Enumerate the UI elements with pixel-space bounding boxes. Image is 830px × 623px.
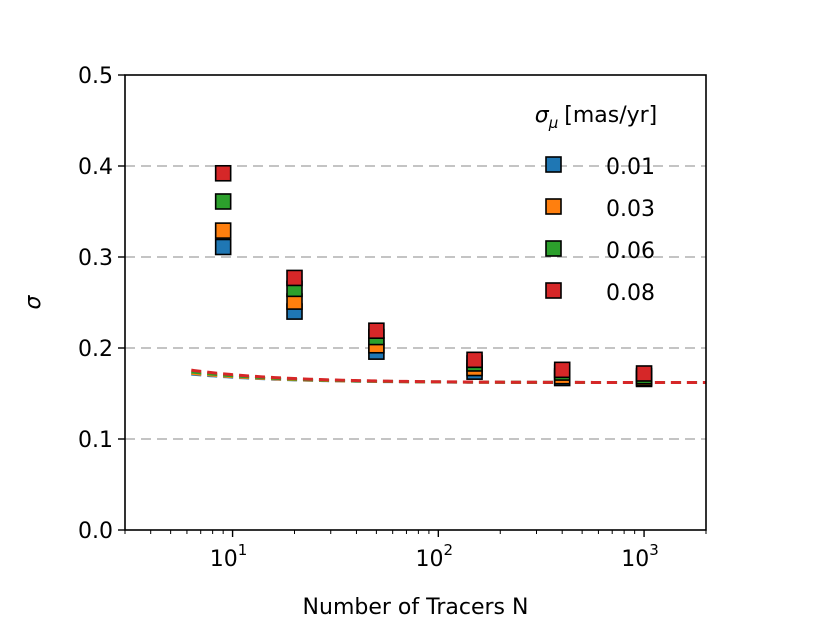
x-tick-base: 10 <box>210 547 238 572</box>
x-tick-base: 10 <box>621 547 649 572</box>
data-points <box>214 164 653 388</box>
x-tick-label: 102 <box>416 541 454 572</box>
legend-title-unit: [mas/yr] <box>564 103 657 128</box>
legend-marker <box>545 282 562 299</box>
data-point <box>466 351 483 369</box>
x-tick-exponent: 3 <box>649 541 659 559</box>
legend-label: 0.06 <box>606 239 655 264</box>
legend-entries: 0.01 0.03 0.06 0.08 <box>545 155 655 306</box>
data-point <box>214 238 232 256</box>
legend-title-symbol: σ <box>535 103 550 128</box>
fit-curve-0.08 <box>191 368 706 385</box>
x-tick-exponent: 1 <box>238 541 248 559</box>
x-tick-label: 103 <box>621 541 659 572</box>
y-tick-label: 0.1 <box>78 428 113 453</box>
y-tick-label: 0.4 <box>78 155 113 180</box>
legend: σμ [mas/yr] 0.01 0.03 0.06 0.08 <box>535 103 658 306</box>
legend-marker <box>545 156 562 173</box>
fit-curves <box>191 368 707 385</box>
data-point <box>368 322 385 340</box>
x-tick-exponent: 2 <box>444 541 454 559</box>
data-point <box>286 269 303 287</box>
y-tick-label: 0.3 <box>78 246 113 271</box>
legend-title-subscript: μ <box>548 114 559 132</box>
legend-marker <box>545 198 562 215</box>
legend-label: 0.01 <box>606 155 655 180</box>
plot-area-frame <box>124 74 707 531</box>
data-point <box>214 222 232 239</box>
data-point <box>214 164 232 182</box>
y-tick-label: 0.0 <box>78 519 113 544</box>
legend-label: 0.03 <box>606 197 655 222</box>
x-tick-label: 101 <box>210 541 248 572</box>
y-axis-label: σ <box>21 294 46 309</box>
y-tick-label: 0.2 <box>78 337 113 362</box>
y-tick-label: 0.5 <box>78 64 113 89</box>
data-point <box>214 193 232 210</box>
x-tick-base: 10 <box>416 547 444 572</box>
legend-title: σμ [mas/yr] <box>535 103 658 132</box>
data-point <box>553 361 571 379</box>
legend-label: 0.08 <box>606 281 655 306</box>
data-point <box>635 365 653 382</box>
x-axis-label: Number of Tracers N <box>303 595 529 620</box>
legend-marker <box>545 240 562 257</box>
